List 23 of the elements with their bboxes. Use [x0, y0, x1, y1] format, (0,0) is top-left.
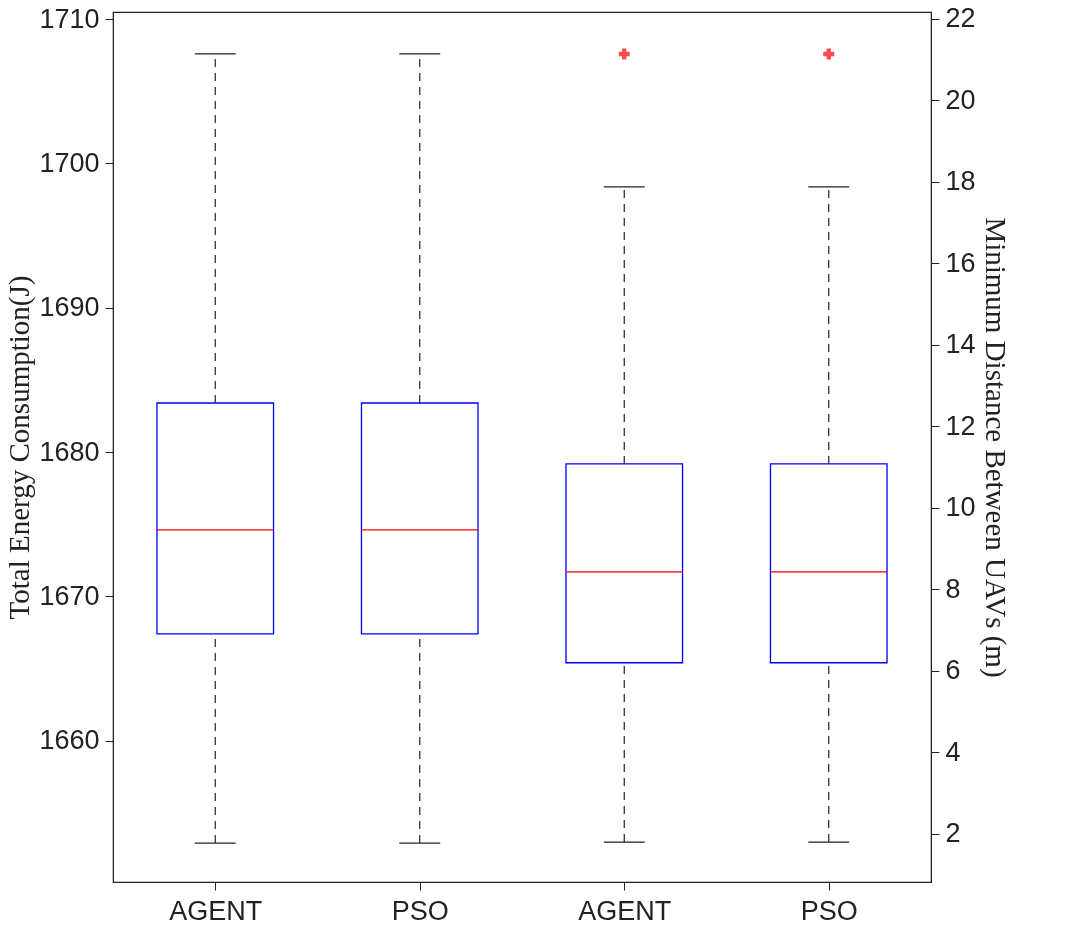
y-tick-label: 1680 [39, 436, 100, 467]
x-tick-label: AGENT [169, 895, 263, 926]
y-axis-title: Total Energy Consumption(J) [3, 275, 37, 620]
x-tick-label: PSO [800, 895, 858, 926]
y2-tick-label: 10 [945, 492, 976, 523]
y2-axis-title: Minimum Distance Between UAVs (m) [978, 217, 1012, 678]
y2-tick-label: 2 [945, 818, 961, 849]
y-tick-label: 1660 [39, 725, 100, 756]
y-tick-label: 1700 [39, 147, 100, 178]
x-tick-label: PSO [391, 895, 449, 926]
y2-tick-label: 22 [945, 3, 976, 34]
x-tick-label: AGENT [578, 895, 672, 926]
y-tick-label: 1690 [39, 292, 100, 323]
y2-tick-label: 20 [945, 84, 976, 115]
y2-tick-label: 4 [945, 736, 961, 767]
y2-tick-label: 6 [945, 655, 961, 686]
y-tick-label: 1670 [39, 580, 100, 611]
y2-tick-label: 8 [945, 573, 961, 604]
y2-tick-label: 18 [945, 166, 976, 197]
y-tick-label: 1710 [39, 3, 100, 34]
y2-tick-label: 14 [945, 329, 976, 360]
y2-tick-label: 12 [945, 410, 976, 441]
y2-tick-label: 16 [945, 247, 976, 278]
